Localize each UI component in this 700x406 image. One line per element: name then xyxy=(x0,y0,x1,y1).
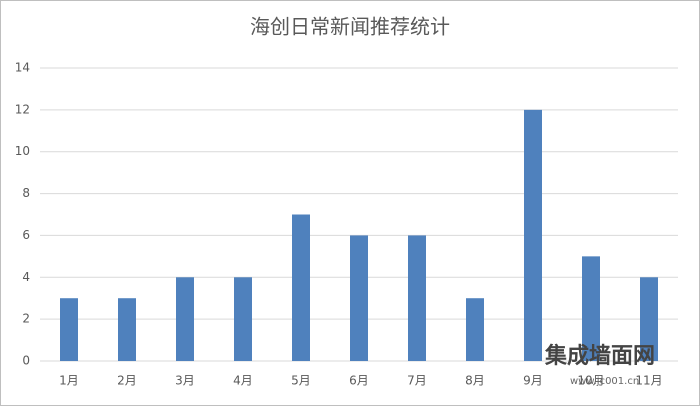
bar xyxy=(466,298,484,361)
y-tick-label: 6 xyxy=(22,228,30,242)
y-tick-label: 10 xyxy=(15,144,30,158)
x-tick-label: 6月 xyxy=(349,374,369,388)
bar xyxy=(60,298,78,361)
bar xyxy=(408,235,426,361)
x-tick-label: 4月 xyxy=(233,374,253,388)
y-tick-label: 12 xyxy=(15,102,30,116)
watermark: 集成墙面网 xyxy=(544,343,655,369)
chart-title: 海创日常新闻推荐统计 xyxy=(250,15,450,39)
y-tick-label: 0 xyxy=(22,354,30,368)
x-tick-label: 10月 xyxy=(577,374,604,388)
bar xyxy=(176,277,194,361)
y-tick-label: 2 xyxy=(22,312,30,326)
x-tick-label: 11月 xyxy=(635,374,662,388)
x-tick-label: 7月 xyxy=(407,374,427,388)
bar xyxy=(118,298,136,361)
bar xyxy=(640,277,658,361)
x-tick-label: 8月 xyxy=(465,374,485,388)
x-tick-label: 2月 xyxy=(117,374,137,388)
bar xyxy=(234,277,252,361)
x-tick-label: 3月 xyxy=(175,374,195,388)
bar xyxy=(524,109,542,361)
y-tick-label: 4 xyxy=(22,270,30,284)
bar xyxy=(350,235,368,361)
y-tick-label: 8 xyxy=(22,186,30,200)
watermark-url: www.jc001.cn xyxy=(570,376,639,387)
bar xyxy=(582,256,600,361)
x-tick-label: 1月 xyxy=(59,374,79,388)
x-tick-label: 9月 xyxy=(523,374,543,388)
bar xyxy=(292,214,310,361)
x-tick-label: 5月 xyxy=(291,374,311,388)
y-tick-label: 14 xyxy=(15,61,30,75)
